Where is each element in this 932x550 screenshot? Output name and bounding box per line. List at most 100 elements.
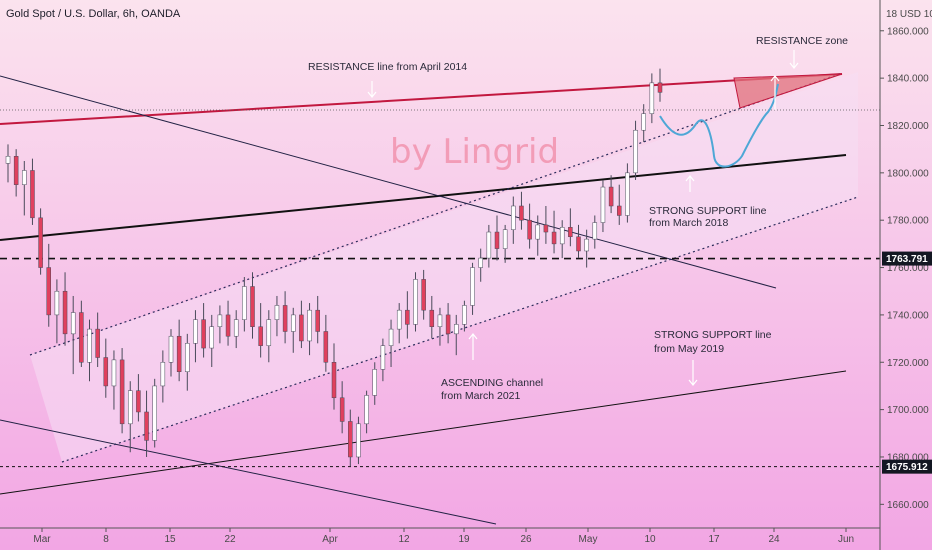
candle-bullish[interactable] [372,369,377,396]
candle-bullish[interactable] [128,390,133,425]
candle-bearish[interactable] [95,328,100,358]
candle-bullish[interactable] [5,156,11,164]
candle-bullish[interactable] [396,309,402,330]
candle-bullish[interactable] [233,319,239,337]
candle-bullish[interactable] [111,359,117,387]
candle-bearish[interactable] [30,170,35,219]
support-line-2018[interactable] [0,154,847,241]
candle-bullish[interactable] [54,290,60,316]
candle-bearish[interactable] [543,224,549,233]
candle-bearish[interactable] [144,411,149,441]
candle-bullish[interactable] [242,286,247,320]
candle-bearish[interactable] [282,305,288,332]
label-ascending-channel: ASCENDING channel [441,377,543,389]
currency-label: 18 USD 10 [886,9,932,20]
candle-bearish[interactable] [103,357,109,387]
candle-bearish[interactable] [13,156,19,185]
candle-bullish[interactable] [641,113,646,131]
candle-bearish[interactable] [339,397,345,422]
candle-bearish[interactable] [79,312,84,363]
candle-bearish[interactable] [519,205,524,221]
candle-bearish[interactable] [176,335,182,372]
candle-bullish[interactable] [266,319,272,346]
price-axis[interactable]: 1660.000 1680.000 1700.000 1720.000 1740.000… [880,26,932,511]
chart-title: Gold Spot / U.S. Dollar, 6h, OANDA [6,8,181,20]
arrow-resistance-line-head [367,91,377,98]
candle-bullish[interactable] [600,186,606,223]
candle-bearish[interactable] [299,314,304,342]
resistance-zone[interactable] [733,73,843,109]
candle-bearish[interactable] [576,236,581,252]
time-axis[interactable]: Mar 8 15 22 Apr 12 19 26 May 10 17 24 Jun [33,528,854,545]
time-tick-label: 10 [644,534,656,545]
label-resistance-zone: RESISTANCE zone [756,35,848,47]
candle-bullish[interactable] [502,229,508,249]
candle-bullish[interactable] [462,305,467,325]
candle-bullish[interactable] [380,345,386,370]
candle-bearish[interactable] [429,309,435,327]
candle-bullish[interactable] [470,267,475,306]
candle-bullish[interactable] [22,170,27,185]
candle-bullish[interactable] [274,305,280,320]
candle-bearish[interactable] [445,314,451,335]
candle-bearish[interactable] [315,309,320,332]
candle-bullish[interactable] [486,231,492,259]
candle-bullish[interactable] [649,82,655,114]
candle-bullish[interactable] [193,319,198,344]
candle-bullish[interactable] [291,314,296,332]
candle-bullish[interactable] [478,257,483,268]
descending-line-lower[interactable] [0,419,497,525]
candle-bullish[interactable] [388,328,394,346]
candle-bullish[interactable] [535,224,540,240]
candle-bearish[interactable] [657,82,663,93]
candle-bullish[interactable] [70,312,76,335]
candle-bearish[interactable] [405,309,410,325]
channel-upper-line[interactable] [29,72,843,356]
candle-bullish[interactable] [454,324,459,335]
candle-bearish[interactable] [62,290,68,335]
candle-bearish[interactable] [527,219,532,240]
candle-bearish[interactable] [225,314,231,337]
candle-bullish[interactable] [511,205,516,230]
candle-bearish[interactable] [136,390,141,413]
candle-bullish[interactable] [437,314,443,327]
candle-bullish[interactable] [87,328,92,363]
candle-bearish[interactable] [46,267,51,316]
candle-bearish[interactable] [323,331,329,363]
candle-bullish[interactable] [168,335,174,363]
ascending-channel-fill [30,72,858,462]
candle-bearish[interactable] [250,286,255,327]
candle-bullish[interactable] [209,326,214,349]
candle-bullish[interactable] [356,423,361,458]
candle-bearish[interactable] [348,421,353,458]
time-tick-label: 17 [708,534,720,545]
descending-line-upper[interactable] [0,75,777,289]
candle-bearish[interactable] [421,279,426,311]
candle-bullish[interactable] [625,172,630,216]
candle-bullish[interactable] [152,385,157,441]
candle-bullish[interactable] [364,395,369,425]
candle-bullish[interactable] [559,227,565,245]
candle-bearish[interactable] [617,205,622,216]
candle-bullish[interactable] [185,343,190,372]
candle-bearish[interactable] [38,217,43,268]
candle-bullish[interactable] [413,279,418,325]
candle-bearish[interactable] [568,227,573,238]
candle-bearish[interactable] [201,319,206,349]
candle-bullish[interactable] [633,129,638,174]
resistance-line-2014[interactable] [0,73,843,125]
candle-bullish[interactable] [307,309,312,342]
candle-bearish[interactable] [258,326,263,346]
candle-bearish[interactable] [331,362,337,399]
candle-bullish[interactable] [584,238,589,252]
label-support-2018-sub: from March 2018 [649,217,729,229]
candle-bearish[interactable] [494,231,500,249]
candle-bearish[interactable] [551,231,557,245]
support-line-2019[interactable] [0,370,847,495]
candle-bearish[interactable] [119,359,125,425]
candle-bearish[interactable] [608,186,614,207]
candle-bullish[interactable] [160,362,166,387]
candle-bullish[interactable] [592,222,598,240]
time-tick-label: Jun [838,534,854,545]
candle-bullish[interactable] [217,314,223,327]
